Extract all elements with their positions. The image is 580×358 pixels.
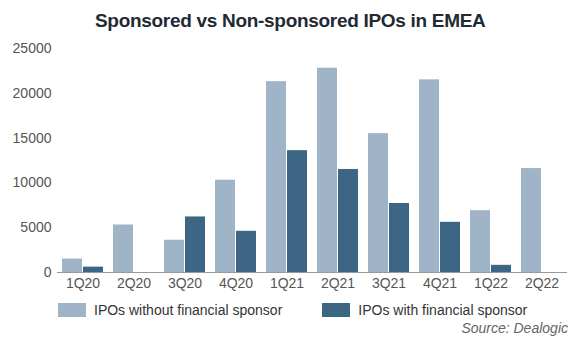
html-text:Sponsored vs Non-sponsored IPO: Sponsored vs Non-sponsored IPOs in EMEA — [95, 10, 486, 31]
svg-text:0: 0 — [44, 264, 52, 280]
svg-text:25000: 25000 — [13, 40, 52, 56]
svg-text:2Q21: 2Q21 — [321, 275, 355, 291]
svg-text:4Q20: 4Q20 — [219, 275, 253, 291]
svg-text:1Q22: 1Q22 — [474, 275, 508, 291]
html-text:IPOs without financial sponsor: IPOs without financial sponsor — [94, 302, 283, 318]
html-text:IPOs with financial sponsor: IPOs with financial sponsor — [358, 302, 528, 318]
svg-text:2Q20: 2Q20 — [117, 275, 151, 291]
svg-text:1Q20: 1Q20 — [66, 275, 100, 291]
svg-text:3Q20: 3Q20 — [168, 275, 202, 291]
svg-text:2Q22: 2Q22 — [525, 275, 559, 291]
svg-text:15000: 15000 — [13, 130, 52, 146]
svg-text:1Q21: 1Q21 — [270, 275, 304, 291]
svg-text:5000: 5000 — [20, 219, 51, 235]
html-text:Source: Dealogic: Source: Dealogic — [461, 320, 568, 336]
svg-text:10000: 10000 — [13, 174, 52, 190]
svg-text:3Q21: 3Q21 — [372, 275, 406, 291]
svg-text:4Q21: 4Q21 — [423, 275, 457, 291]
svg-text:20000: 20000 — [13, 85, 52, 101]
